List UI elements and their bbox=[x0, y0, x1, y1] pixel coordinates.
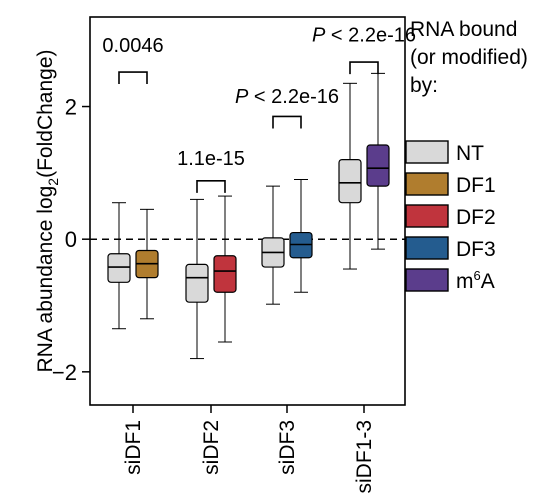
box-body bbox=[185, 263, 209, 303]
p-value-label: P < 2.2e-16 bbox=[235, 86, 339, 108]
box-siDF3-NT bbox=[261, 185, 285, 305]
box-siDF2-NT bbox=[185, 198, 209, 360]
legend-label: DF3 bbox=[456, 238, 496, 261]
y-tick-label: 0 bbox=[65, 227, 77, 252]
y-tick-label: −2 bbox=[52, 360, 77, 385]
p-value-label: 0.0046 bbox=[102, 35, 163, 57]
significance-siDF1: 0.0046 bbox=[102, 35, 164, 85]
legend-swatch bbox=[405, 140, 449, 164]
x-tick-label: siDF1-3 bbox=[353, 420, 376, 494]
box-body bbox=[107, 253, 131, 283]
significance-bracket bbox=[349, 61, 379, 75]
y-axis-label: RNA abundance log2(FoldChange) bbox=[34, 49, 61, 372]
legend-swatch bbox=[405, 172, 449, 196]
significance-bracket bbox=[196, 180, 226, 193]
box-siDF1-DF1 bbox=[135, 208, 159, 320]
x-tick-label: siDF1 bbox=[122, 420, 145, 475]
box-siDF1-NT bbox=[107, 202, 131, 330]
legend-label: m6A bbox=[456, 268, 495, 293]
legend-title-line: (or modified) bbox=[410, 46, 528, 69]
box-siDF1-3-NT bbox=[338, 82, 362, 270]
box-siDF3-DF3 bbox=[289, 178, 313, 293]
box-body bbox=[366, 144, 390, 187]
legend-title-line: by: bbox=[410, 74, 438, 97]
significance-siDF3: P < 2.2e-16 bbox=[235, 86, 339, 129]
legend-swatch bbox=[405, 236, 449, 260]
legend-label: DF2 bbox=[456, 206, 496, 229]
significance-siDF1-3: P < 2.2e-16 bbox=[312, 25, 416, 75]
plot-frame bbox=[89, 16, 406, 406]
significance-bracket bbox=[118, 71, 148, 85]
legend-swatch bbox=[405, 268, 449, 292]
box-body bbox=[338, 158, 362, 204]
significance-bracket bbox=[272, 115, 302, 129]
legend-label: NT bbox=[456, 142, 484, 165]
y-tick-label: 2 bbox=[65, 95, 77, 120]
x-tick-label: siDF3 bbox=[276, 420, 299, 475]
legend: RNA bound (or modified) by: NT DF1 DF2 DF3 m6A bbox=[405, 18, 528, 293]
p-value-label: P < 2.2e-16 bbox=[312, 25, 416, 47]
box-siDF2-DF2 bbox=[213, 195, 237, 343]
box-siDF1-3-m6A bbox=[366, 72, 390, 250]
legend-swatch bbox=[405, 204, 449, 228]
box-body bbox=[213, 255, 237, 293]
p-value-label: 1.1e-15 bbox=[177, 148, 245, 170]
legend-label: DF1 bbox=[456, 174, 496, 197]
significance-siDF2: 1.1e-15 bbox=[177, 148, 245, 193]
legend-title-line: RNA bound bbox=[410, 18, 517, 41]
x-tick-label: siDF2 bbox=[200, 420, 223, 475]
